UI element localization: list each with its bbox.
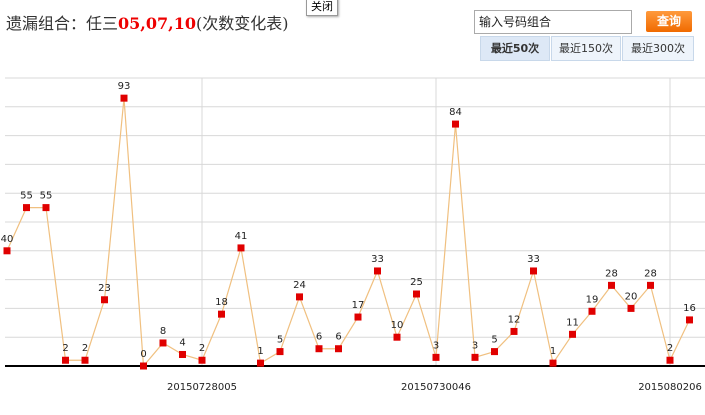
value-label: 6 (335, 332, 341, 343)
title-numbers: 05,07,10 (118, 14, 196, 33)
point (393, 333, 401, 341)
point (296, 293, 303, 301)
value-label: 33 (527, 254, 540, 265)
tab[interactable]: 最近50次 (480, 36, 550, 61)
point (81, 356, 89, 364)
series-line (6, 98, 691, 368)
point (159, 339, 167, 347)
point (666, 356, 674, 364)
point (101, 296, 108, 304)
point (335, 345, 342, 353)
value-label: 3 (433, 340, 439, 351)
point (237, 244, 245, 252)
value-label: 19 (586, 294, 599, 305)
x-tick-label: 20150728005 (167, 382, 237, 393)
value-label: 24 (293, 280, 306, 291)
value-label: 23 (98, 283, 111, 294)
point (218, 310, 225, 318)
value-label: 10 (391, 320, 404, 331)
value-label: 55 (40, 191, 53, 202)
title-text: 遗漏组合：任三 (6, 14, 119, 33)
point (491, 348, 498, 356)
value-label: 25 (410, 277, 423, 288)
point (276, 348, 284, 356)
point (432, 353, 440, 361)
point (120, 94, 128, 102)
value-label: 93 (118, 81, 131, 92)
value-label: 28 (605, 268, 618, 279)
point (569, 330, 576, 338)
point (530, 267, 537, 275)
value-label: 2 (667, 343, 673, 354)
point (588, 307, 596, 315)
title-suffix: (次数变化表) (195, 14, 289, 33)
value-label: 12 (508, 314, 521, 325)
point (686, 316, 693, 324)
point (42, 204, 50, 212)
value-label: 33 (371, 254, 384, 265)
value-label: 16 (683, 303, 696, 314)
value-label: 4 (179, 337, 185, 348)
x-tick-label: 20150730046 (401, 382, 471, 393)
point (179, 350, 186, 358)
point (549, 359, 557, 367)
point (471, 353, 479, 361)
point (62, 356, 69, 364)
value-label: 17 (352, 300, 365, 311)
tab[interactable]: 最近300次 (622, 36, 694, 61)
value-label: 2 (199, 343, 205, 354)
point (198, 356, 206, 364)
number-input[interactable]: 输入号码组合 (474, 10, 632, 34)
point (452, 120, 459, 128)
point (413, 290, 420, 298)
point (510, 327, 518, 335)
point (23, 204, 30, 212)
value-label: 40 (1, 234, 14, 245)
value-label: 1 (257, 346, 263, 357)
point (354, 313, 362, 321)
value-label: 5 (491, 335, 497, 346)
value-label: 28 (644, 268, 657, 279)
title: 遗漏组合：任三05,07,10(次数变化表) (6, 10, 288, 34)
point (257, 359, 264, 367)
value-label: 20 (625, 291, 638, 302)
value-label: 2 (62, 343, 68, 354)
tab[interactable]: 最近150次 (551, 36, 621, 61)
value-label: 8 (160, 326, 166, 337)
value-label: 1 (550, 346, 556, 357)
search-button[interactable]: 查询 (646, 11, 692, 32)
value-label: 55 (20, 191, 33, 202)
point (140, 362, 147, 370)
value-label: 5 (277, 335, 283, 346)
point (374, 267, 381, 275)
point (647, 281, 654, 289)
point (3, 247, 11, 255)
value-label: 41 (235, 231, 248, 242)
value-label: 0 (140, 349, 146, 360)
value-label: 2 (82, 343, 88, 354)
point (627, 304, 635, 312)
value-label: 11 (566, 317, 579, 328)
point (608, 281, 615, 289)
point (315, 345, 323, 353)
value-label: 6 (316, 332, 322, 343)
x-tick-label: 2015080206 (638, 382, 702, 393)
value-label: 84 (449, 107, 462, 118)
close-button[interactable]: 关闭 (306, 0, 338, 16)
value-label: 18 (215, 297, 228, 308)
value-label: 3 (472, 340, 478, 351)
